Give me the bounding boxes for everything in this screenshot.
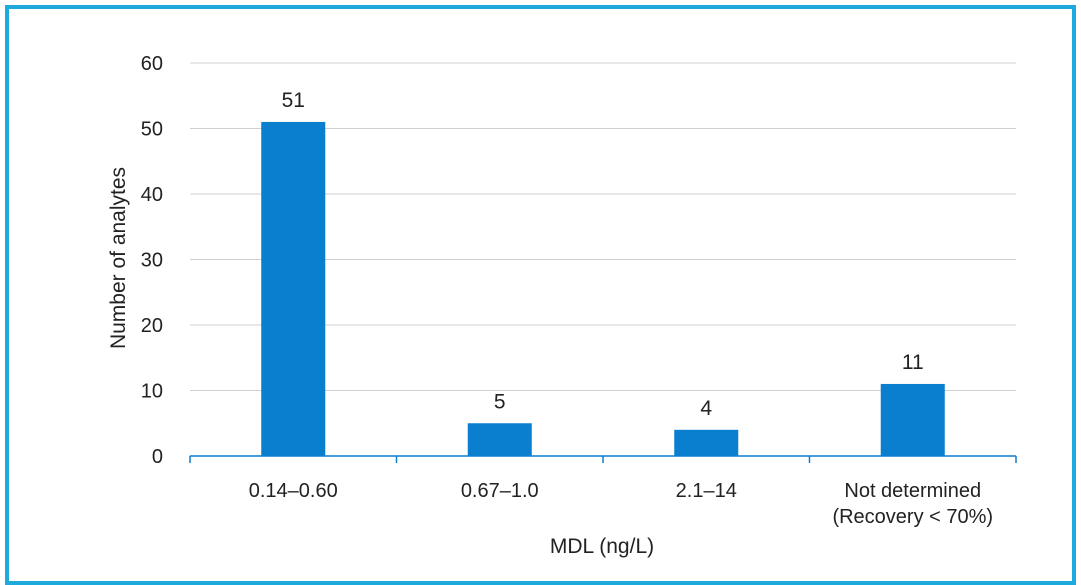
- x-axis-title: MDL (ng/L): [550, 535, 654, 558]
- data-label: 4: [700, 397, 712, 420]
- x-tick-labels: 0.14–0.60 0.67–1.0 2.1–14 Not determined (Re…: [249, 480, 993, 528]
- x-tick-label: 2.1–14: [676, 480, 737, 502]
- axes: [189, 455, 1017, 463]
- y-tick-label: 60: [141, 53, 163, 75]
- y-tick-label: 10: [141, 381, 163, 403]
- data-label: 5: [494, 390, 506, 413]
- bars: [261, 121, 945, 456]
- x-tick-label: 0.67–1.0: [461, 480, 539, 502]
- x-tick-label: Not determined (Recovery < 70%): [832, 480, 993, 528]
- y-tick-label: 40: [141, 184, 163, 206]
- data-label: 51: [282, 89, 305, 112]
- y-tick-label: 0: [152, 446, 163, 468]
- bar: [880, 383, 945, 456]
- y-tick-label: 20: [141, 315, 163, 337]
- bar: [261, 121, 326, 456]
- bar: [674, 429, 739, 456]
- gridlines: [190, 62, 1016, 391]
- bar-chart: 0 10 20 30 40 50 60 0.14–0.60 0.67–1.0 2.1–14 Not…: [107, 53, 1017, 558]
- y-tick-label: 30: [141, 250, 163, 272]
- data-labels: 51 5 4 11: [282, 89, 924, 420]
- y-tick-label: 50: [141, 119, 163, 141]
- y-tick-labels: 0 10 20 30 40 50 60: [141, 53, 163, 468]
- y-axis-title: Number of analytes: [107, 167, 130, 349]
- data-label: 11: [902, 351, 924, 374]
- x-tick-label: 0.14–0.60: [249, 480, 338, 502]
- bar: [467, 423, 532, 456]
